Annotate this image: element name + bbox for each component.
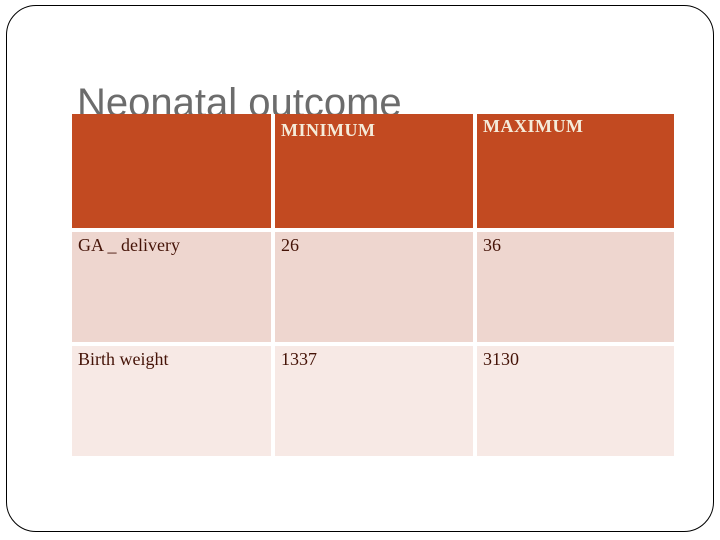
row-label-ga-delivery: GA _ delivery <box>72 232 271 342</box>
table-header-maximum: MAXIMUM <box>477 114 674 228</box>
cell-birth-weight-minimum: 1337 <box>275 346 473 456</box>
cell-ga-delivery-maximum: 36 <box>477 232 674 342</box>
cell-birth-weight-maximum: 3130 <box>477 346 674 456</box>
cell-ga-delivery-minimum: 26 <box>275 232 473 342</box>
table-header-minimum: MINIMUM <box>275 114 473 228</box>
neonatal-outcome-table: MINIMUM MAXIMUM GA _ delivery 26 36 Birt… <box>72 114 674 456</box>
table-header-empty-cell <box>72 114 271 228</box>
slide-rounded-border <box>6 5 714 532</box>
row-label-birth-weight: Birth weight <box>72 346 271 456</box>
